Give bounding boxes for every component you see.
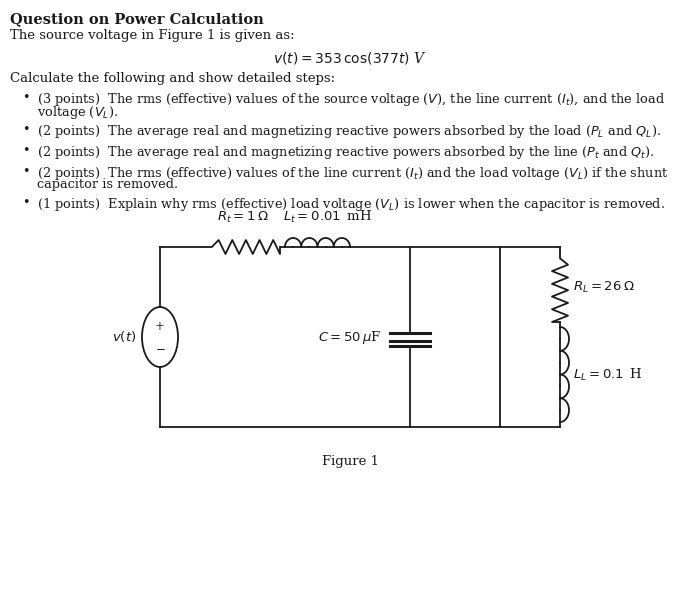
Text: capacitor is removed.: capacitor is removed. bbox=[37, 178, 178, 191]
Text: •: • bbox=[22, 144, 29, 157]
Text: (1 points)  Explain why rms (effective) load voltage ($V_L$) is lower when the c: (1 points) Explain why rms (effective) l… bbox=[37, 196, 665, 213]
Text: (2 points)  The average real and magnetizing reactive powers absorbed by the lin: (2 points) The average real and magnetiz… bbox=[37, 144, 654, 161]
Text: •: • bbox=[22, 91, 29, 104]
Text: Question on Power Calculation: Question on Power Calculation bbox=[10, 12, 264, 26]
Text: voltage ($V_L$).: voltage ($V_L$). bbox=[37, 104, 118, 121]
Text: The source voltage in Figure 1 is given as:: The source voltage in Figure 1 is given … bbox=[10, 29, 295, 42]
Text: $C = 50\,\mu$F: $C = 50\,\mu$F bbox=[318, 329, 382, 346]
Text: (2 points)  The rms (effective) values of the line current ($I_t$) and the load : (2 points) The rms (effective) values of… bbox=[37, 165, 668, 182]
Text: •: • bbox=[22, 196, 29, 209]
Text: •: • bbox=[22, 165, 29, 178]
Text: $v(t) = 353\,\cos(377t)$ V: $v(t) = 353\,\cos(377t)$ V bbox=[273, 50, 427, 66]
Text: $R_L = 26\,\Omega$: $R_L = 26\,\Omega$ bbox=[573, 279, 635, 294]
Text: (3 points)  The rms (effective) values of the source voltage ($V$), the line cur: (3 points) The rms (effective) values of… bbox=[37, 91, 665, 108]
Text: Figure 1: Figure 1 bbox=[321, 455, 379, 468]
Text: $-$: $-$ bbox=[155, 341, 165, 355]
Text: +: + bbox=[155, 320, 165, 334]
Text: •: • bbox=[22, 123, 29, 136]
Text: $L_L = 0.1\,$ H: $L_L = 0.1\,$ H bbox=[573, 367, 643, 382]
Text: $R_t = 1\,\Omega$: $R_t = 1\,\Omega$ bbox=[217, 210, 268, 225]
Text: $v(t)$: $v(t)$ bbox=[112, 329, 136, 344]
Text: Calculate the following and show detailed steps:: Calculate the following and show detaile… bbox=[10, 72, 335, 85]
Text: $L_t = 0.01\,$ mH: $L_t = 0.01\,$ mH bbox=[283, 209, 372, 225]
Text: (2 points)  The average real and magnetizing reactive powers absorbed by the loa: (2 points) The average real and magnetiz… bbox=[37, 123, 661, 140]
